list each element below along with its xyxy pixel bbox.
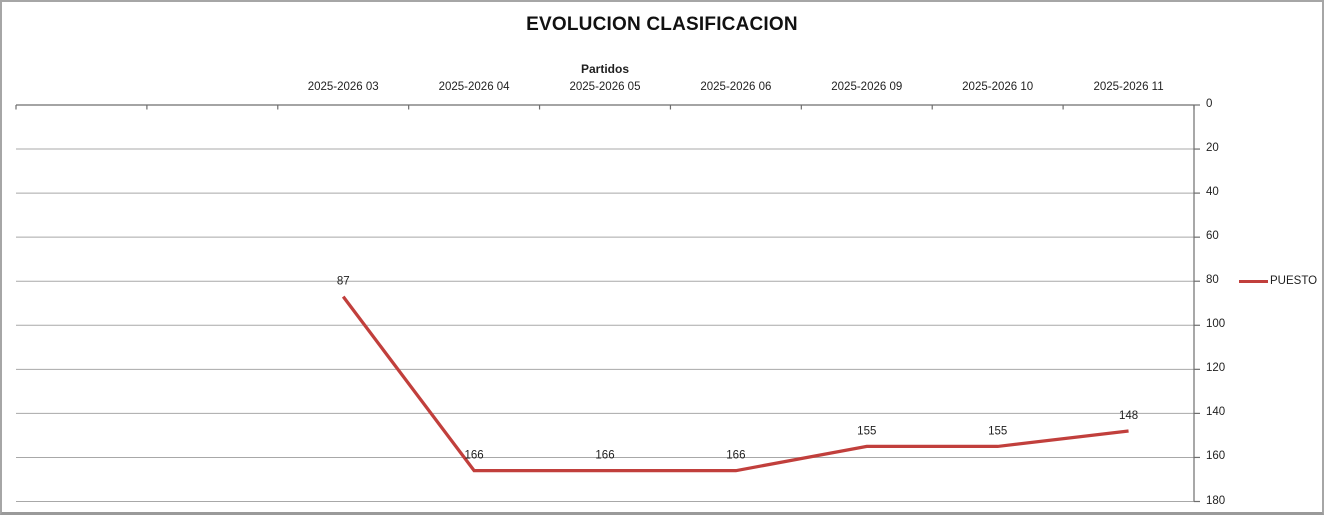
category-label: 2025-2026 10 — [962, 81, 1034, 93]
category-label: 2025-2026 11 — [1093, 81, 1164, 93]
category-label: 2025-2026 03 — [307, 81, 379, 93]
data-label: 155 — [988, 425, 1007, 437]
value-axis-tick-label: 20 — [1206, 142, 1219, 155]
value-axis-tick-label: 0 — [1206, 98, 1213, 110]
legend-series-label: PUESTO — [1270, 275, 1318, 287]
category-label: 2025-2026 04 — [438, 81, 510, 93]
data-label: 155 — [857, 425, 876, 437]
value-axis-tick-label: 120 — [1206, 362, 1226, 375]
data-label: 166 — [726, 450, 745, 462]
value-axis-tick-label: 40 — [1206, 186, 1219, 199]
data-label: 87 — [337, 276, 350, 288]
value-axis-tick-label: 180 — [1206, 494, 1226, 507]
chart-title: EVOLUCION CLASIFICACION — [526, 14, 798, 35]
legend-line-swatch — [1239, 279, 1268, 283]
category-label: 2025-2026 06 — [700, 81, 772, 93]
legend[interactable]: PUESTO — [1239, 273, 1317, 289]
value-axis-tick-label: 60 — [1206, 230, 1219, 243]
data-label: 166 — [595, 450, 614, 462]
category-label: 2025-2026 09 — [831, 81, 903, 93]
series-line-puesto[interactable] — [341, 295, 1129, 473]
value-axis-tick-label: 160 — [1206, 450, 1226, 463]
data-label: 166 — [465, 450, 484, 462]
x-axis-title: Partidos — [580, 62, 629, 76]
data-label: 148 — [1119, 410, 1138, 422]
value-axis-tick-label: 100 — [1206, 318, 1226, 331]
category-label: 2025-2026 05 — [569, 81, 641, 93]
value-axis-tick-label: 140 — [1206, 406, 1226, 419]
value-axis-tick-label: 80 — [1206, 274, 1219, 287]
